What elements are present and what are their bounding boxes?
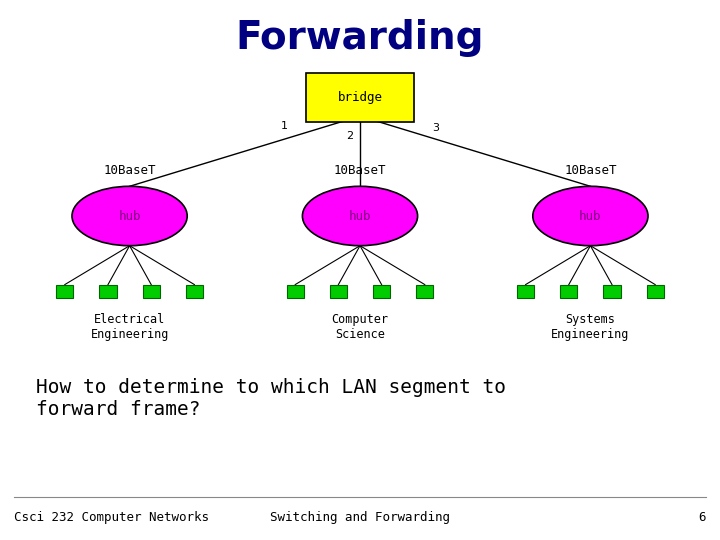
Text: 10BaseT: 10BaseT xyxy=(334,164,386,177)
Text: 10BaseT: 10BaseT xyxy=(564,164,616,177)
FancyBboxPatch shape xyxy=(560,285,577,298)
Text: Forwarding: Forwarding xyxy=(235,19,485,57)
FancyBboxPatch shape xyxy=(373,285,390,298)
Text: Switching and Forwarding: Switching and Forwarding xyxy=(270,511,450,524)
FancyBboxPatch shape xyxy=(99,285,117,298)
FancyBboxPatch shape xyxy=(306,73,414,122)
FancyBboxPatch shape xyxy=(186,285,203,298)
FancyBboxPatch shape xyxy=(517,285,534,298)
Text: Electrical
Engineering: Electrical Engineering xyxy=(91,313,168,341)
Text: 6: 6 xyxy=(698,511,706,524)
Text: Csci 232 Computer Networks: Csci 232 Computer Networks xyxy=(14,511,210,524)
FancyBboxPatch shape xyxy=(330,285,347,298)
FancyBboxPatch shape xyxy=(416,285,433,298)
FancyBboxPatch shape xyxy=(603,285,621,298)
Text: Systems
Engineering: Systems Engineering xyxy=(552,313,629,341)
Text: 2: 2 xyxy=(346,131,353,141)
Ellipse shape xyxy=(302,186,418,246)
FancyBboxPatch shape xyxy=(143,285,160,298)
FancyBboxPatch shape xyxy=(647,285,664,298)
Text: hub: hub xyxy=(579,210,602,222)
FancyBboxPatch shape xyxy=(56,285,73,298)
FancyBboxPatch shape xyxy=(287,285,304,298)
Text: 10BaseT: 10BaseT xyxy=(104,164,156,177)
Text: bridge: bridge xyxy=(338,91,382,104)
Text: 3: 3 xyxy=(432,123,439,133)
Ellipse shape xyxy=(72,186,187,246)
Text: 1: 1 xyxy=(281,120,288,131)
Text: hub: hub xyxy=(348,210,372,222)
Text: How to determine to which LAN segment to
forward frame?: How to determine to which LAN segment to… xyxy=(36,378,506,419)
Text: Computer
Science: Computer Science xyxy=(331,313,389,341)
Text: hub: hub xyxy=(118,210,141,222)
Ellipse shape xyxy=(533,186,648,246)
